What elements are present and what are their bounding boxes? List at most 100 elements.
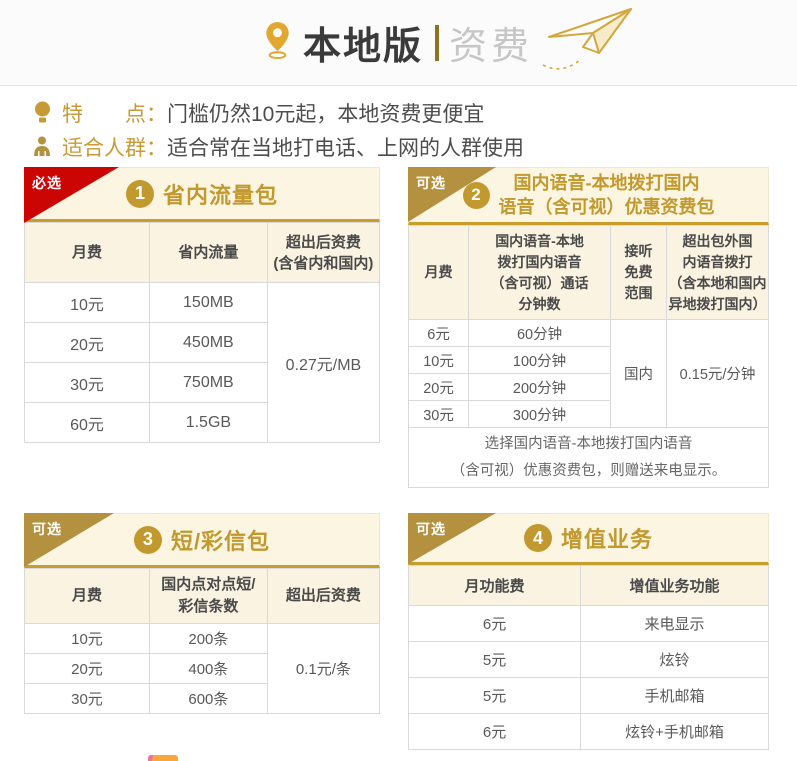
column-header: 国内点对点短/ 彩信条数 [148,568,268,624]
column-header: 月费 [407,225,470,320]
cell-value: 来电显示 [580,605,769,642]
table-row: 30元 300分钟 [407,400,769,428]
column-header: 月费 [24,568,150,624]
number-badge: 1 [125,179,154,208]
cell-fee: 30元 [407,400,470,428]
column-header: 月费 [24,222,150,283]
gift-note: 选择国内语音-本地拨打国内语音 （含可视）优惠资费包，则赠送来电显示。 [408,427,769,488]
cell-value: 400条 [148,653,268,684]
paper-airplane-icon [537,1,641,78]
cell-value: 150MB [148,282,268,323]
card-value-added: 可选 4 增值业务 月功能费 增值业务功能 6元 来电显示 5元 炫铃 5元 手… [407,513,769,750]
table-row: 30元 750MB [24,362,380,403]
cell-fee: 10元 [24,282,150,323]
table-row: 60元 1.5GB [24,402,380,443]
cell-fee: 10元 [24,623,150,654]
cell-value: 200条 [148,623,268,654]
ribbon-label: 必选 [32,175,62,191]
ribbon-label: 可选 [416,175,446,191]
cell-value: 300分钟 [468,400,611,428]
card-title: 增值业务 [560,527,653,552]
table-footnote-row: 选择国内语音-本地拨打国内语音 （含可视）优惠资费包，则赠送来电显示。 [408,427,769,488]
table-row: 10元 200条 0.1元/条 [24,623,381,714]
card-title-bar: 可选 4 增值业务 [408,513,769,565]
column-header: 增值业务功能 [580,565,769,606]
cell-value: 1.5GB [148,402,268,443]
data-package-table: 月费 省内流量 超出后资费 (含省内和国内) 10元 150MB 0.27元/M… [24,222,381,443]
sms-package-table: 月费 国内点对点短/ 彩信条数 超出后资费 10元 200条 0.1元/条 20… [24,568,381,714]
cell-value: 60分钟 [468,319,611,347]
card-title: 短/彩信包 [170,528,271,554]
number-badge: 2 [462,181,490,209]
cell-overage: 0.15元/分钟 [666,319,769,428]
cell-fee: 5元 [407,677,582,714]
bulb-icon [30,101,54,125]
page-subtitle: 资费 [449,26,534,68]
ribbon-label: 可选 [416,521,446,537]
column-header: 超出后资费 [266,568,381,624]
cell-fee: 30元 [24,362,150,403]
card-title-bar: 可选 3 短/彩信包 [24,513,380,568]
cell-value: 手机邮箱 [580,677,769,714]
table-row: 30元 600条 [24,683,380,714]
card-title: 国内语音-本地拨打国内 语音（含可视）优惠资费包 [498,172,715,217]
table-row: 10元 150MB 0.27元/MB [24,282,381,443]
column-header: 省内流量 [148,222,268,283]
cell-fee: 30元 [24,683,150,714]
cell-fee: 5元 [407,641,582,678]
feature-text: 适合常在当地打电话、上网的人群使用 [167,137,524,160]
table-row: 20元 200分钟 [407,373,769,401]
feature-text: 门槛仍然10元起，本地资费更便宜 [167,103,485,126]
card-title: 省内流量包 [162,182,278,208]
table-row: 5元 炫铃 [407,641,769,678]
feature-item-points: 特 点： 门槛仍然10元起，本地资费更便宜 [30,96,524,130]
cell-fee: 6元 [407,713,582,750]
table-row: 6元 60分钟 国内 0.15元/分钟 [407,319,769,428]
table-row: 20元 400条 [24,653,380,684]
cell-value: 200分钟 [468,373,611,401]
table-row: 6元 炫铃+手机邮箱 [407,713,769,750]
cell-scope: 国内 [609,319,668,428]
cell-overage: 0.27元/MB [266,282,381,443]
card-title-bar: 必选 1 省内流量包 [24,167,380,223]
location-pin-icon [264,21,291,64]
table-row: 10元 100分钟 [407,346,769,374]
cell-fee: 10元 [407,346,470,374]
table-row: 6元 来电显示 [407,605,769,642]
number-badge: 3 [133,525,162,554]
cell-value: 450MB [148,322,268,363]
column-header: 接听 免费 范围 [609,225,668,320]
ribbon-label: 可选 [32,521,62,537]
cell-value: 炫铃 [580,641,769,678]
column-header: 月功能费 [407,565,582,606]
card-sms-package: 可选 3 短/彩信包 月费 国内点对点短/ 彩信条数 超出后资费 10元 200… [24,513,381,714]
cell-fee: 20元 [24,322,150,363]
card-data-package: 必选 1 省内流量包 月费 省内流量 超出后资费 (含省内和国内) 10元 15… [24,167,381,443]
cutoff-banner-fragment [148,755,178,761]
cell-fee: 20元 [24,653,150,684]
feature-list: 特 点： 门槛仍然10元起，本地资费更便宜 适合人群： 适合常在当地打电话、上网… [30,96,524,164]
feature-item-audience: 适合人群： 适合常在当地打电话、上网的人群使用 [30,130,524,164]
table-row: 5元 手机邮箱 [407,677,769,714]
cell-fee: 60元 [24,402,150,443]
cell-fee: 6元 [407,605,582,642]
column-header: 超出后资费 (含省内和国内) [266,222,381,283]
cell-fee: 6元 [407,319,470,347]
cell-value: 750MB [148,362,268,403]
column-header: 国内语音-本地 拨打国内语音 （含可视）通话 分钟数 [468,225,611,320]
value-added-table: 月功能费 增值业务功能 6元 来电显示 5元 炫铃 5元 手机邮箱 6元 炫铃+… [407,565,769,750]
number-badge: 4 [523,524,552,552]
voice-package-table: 月费 国内语音-本地 拨打国内语音 （含可视）通话 分钟数 接听 免费 范围 超… [407,225,769,488]
cell-value: 炫铃+手机邮箱 [580,713,769,750]
person-icon [30,136,54,158]
card-title-bar: 可选 2 国内语音-本地拨打国内 语音（含可视）优惠资费包 [408,167,769,225]
feature-label: 适合人群： [62,137,167,160]
cell-overage: 0.1元/条 [266,623,381,714]
card-voice-package: 可选 2 国内语音-本地拨打国内 语音（含可视）优惠资费包 月费 国内语音-本地… [407,167,769,488]
table-row: 20元 450MB [24,322,380,363]
feature-label: 特 点： [62,103,167,126]
title-divider [435,24,439,61]
cell-value: 100分钟 [468,346,611,374]
column-header: 超出包外国 内语音拨打 （含本地和国内 异地拨打国内） [666,225,769,320]
